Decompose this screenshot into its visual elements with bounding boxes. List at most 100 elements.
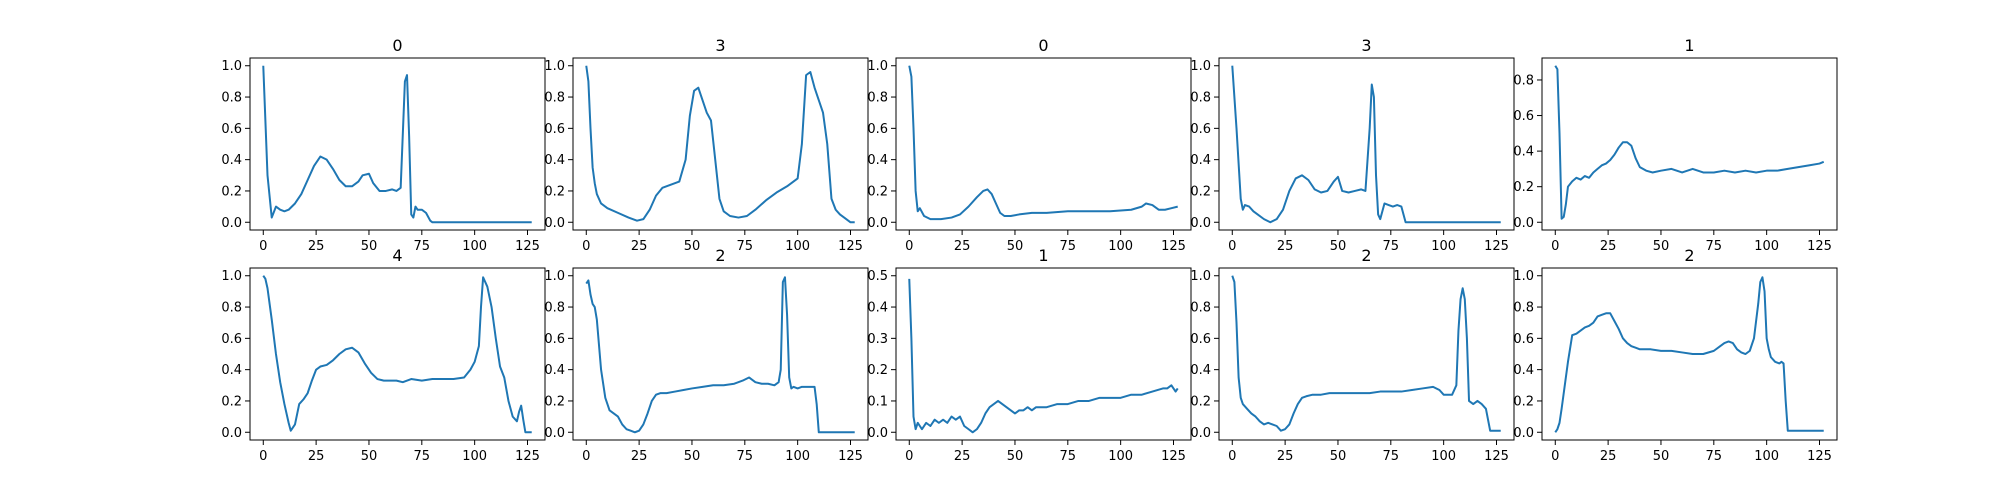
subplot-title: 2: [1361, 246, 1371, 265]
subplot-5: 0 25 50 75 100 125 0.0 0.2 0.4 0.6 0.8 1: [1513, 36, 1838, 254]
subplot-title: 3: [715, 36, 725, 55]
subplot-title: 3: [1361, 36, 1371, 55]
x-tick-label: 0: [259, 449, 267, 464]
y-tick-label: 0.2: [544, 394, 565, 409]
x-tick-label: 50: [1653, 239, 1670, 254]
y-tick-label: 0.8: [221, 91, 242, 106]
series-line: [1231, 65, 1501, 224]
y-tick-label: 0.2: [867, 363, 888, 378]
x-tick-label: 75: [1706, 239, 1723, 254]
x-tick-label: 0: [259, 239, 267, 254]
x-tick-label: 125: [515, 449, 540, 464]
series-line: [908, 65, 1178, 221]
y-tick-label: 0.4: [1513, 363, 1534, 378]
subplot-title: 4: [392, 246, 402, 265]
y-tick-label: 0.4: [1190, 153, 1211, 168]
x-tick-label: 75: [737, 239, 754, 254]
series-line: [585, 65, 855, 224]
x-tick-label: 25: [1277, 449, 1294, 464]
y-tick-label: 0.6: [1190, 122, 1211, 137]
x-tick-label: 0: [1551, 239, 1559, 254]
subplot-title: 0: [392, 36, 402, 55]
x-tick-label: 50: [1007, 239, 1024, 254]
y-tick-label: 0.0: [544, 216, 565, 231]
y-tick-label: 0.0: [1513, 216, 1534, 231]
x-tick-label: 50: [1007, 449, 1024, 464]
y-tick-label: 0.6: [867, 122, 888, 137]
x-tick-label: 125: [838, 449, 863, 464]
x-tick-label: 0: [905, 239, 913, 254]
x-tick-label: 125: [1484, 449, 1509, 464]
x-tick-label: 100: [1754, 449, 1779, 464]
x-tick-label: 100: [1754, 239, 1779, 254]
y-tick-label: 0.2: [221, 184, 242, 199]
x-tick-label: 125: [1807, 239, 1832, 254]
x-tick-label: 0: [905, 449, 913, 464]
subplot-8: 0 25 50 75 100 125 0.0 0.1 0.2 0.3 0.4 0.5 1: [867, 246, 1192, 464]
x-tick-label: 100: [785, 449, 810, 464]
y-tick-label: 0.0: [1190, 216, 1211, 231]
x-tick-label: 100: [462, 449, 487, 464]
x-tick-label: 25: [308, 449, 325, 464]
y-tick-label: 0.8: [221, 301, 242, 316]
y-tick-label: 0.4: [221, 153, 242, 168]
y-tick-label: 0.3: [867, 332, 888, 347]
series-line: [1554, 65, 1825, 220]
y-tick-label: 1.0: [544, 269, 565, 284]
x-tick-label: 50: [684, 449, 701, 464]
y-tick-label: 0.4: [1513, 145, 1534, 160]
y-tick-label: 0.0: [867, 216, 888, 231]
y-tick-label: 0.4: [544, 363, 565, 378]
x-tick-label: 125: [1484, 239, 1509, 254]
subplot-4: 0 25 50 75 100 125 0.0 0.2 0.4 0.6 0.8 1.0 3: [1190, 36, 1515, 254]
series-line: [262, 65, 532, 224]
subplot-title: 2: [1684, 246, 1694, 265]
y-tick-label: 0.2: [867, 184, 888, 199]
x-tick-label: 25: [1600, 449, 1617, 464]
y-tick-label: 0.5: [867, 269, 888, 284]
y-tick-label: 1.0: [867, 59, 888, 74]
axes-frame: [249, 57, 546, 231]
y-tick-label: 1.0: [544, 59, 565, 74]
x-tick-label: 25: [631, 239, 648, 254]
y-tick-label: 0.0: [1513, 426, 1534, 441]
y-tick-label: 0.8: [1513, 73, 1534, 88]
subplot-3: 0 25 50 75 100 125 0.0 0.2 0.4 0.6 0.8 1.0 0: [867, 36, 1192, 254]
x-tick-label: 25: [308, 239, 325, 254]
axes-frame: [572, 57, 869, 231]
x-tick-label: 25: [1600, 239, 1617, 254]
x-tick-label: 75: [1060, 239, 1077, 254]
y-tick-label: 0.0: [221, 426, 242, 441]
x-tick-label: 125: [838, 239, 863, 254]
subplot-1: 0 25 50 75 100 125 0.0 0.2 0.4 0.6 0.8 1.0 0: [221, 36, 546, 254]
axes-frame: [1218, 267, 1515, 441]
x-tick-label: 50: [1653, 449, 1670, 464]
y-tick-label: 0.4: [221, 363, 242, 378]
series-line: [908, 278, 1179, 434]
y-tick-label: 0.6: [544, 332, 565, 347]
series-line: [585, 276, 855, 434]
x-tick-label: 75: [414, 449, 431, 464]
y-tick-label: 0.8: [1513, 301, 1534, 316]
y-tick-label: 0.2: [1190, 184, 1211, 199]
y-tick-label: 1.0: [221, 269, 242, 284]
x-tick-label: 50: [361, 239, 378, 254]
y-tick-label: 0.6: [221, 122, 242, 137]
y-tick-label: 0.8: [867, 91, 888, 106]
axes-frame: [1541, 57, 1838, 231]
series-line: [262, 275, 532, 434]
y-tick-label: 1.0: [1190, 59, 1211, 74]
x-tick-label: 100: [1108, 449, 1133, 464]
y-tick-label: 1.0: [1513, 269, 1534, 284]
y-tick-label: 0.2: [544, 184, 565, 199]
y-tick-label: 0.4: [867, 301, 888, 316]
y-tick-label: 0.0: [544, 426, 565, 441]
x-tick-label: 125: [1807, 449, 1832, 464]
x-tick-label: 100: [462, 239, 487, 254]
y-tick-label: 0.2: [1190, 394, 1211, 409]
x-tick-label: 75: [1060, 449, 1077, 464]
y-tick-label: 1.0: [1190, 269, 1211, 284]
x-tick-label: 25: [954, 449, 971, 464]
